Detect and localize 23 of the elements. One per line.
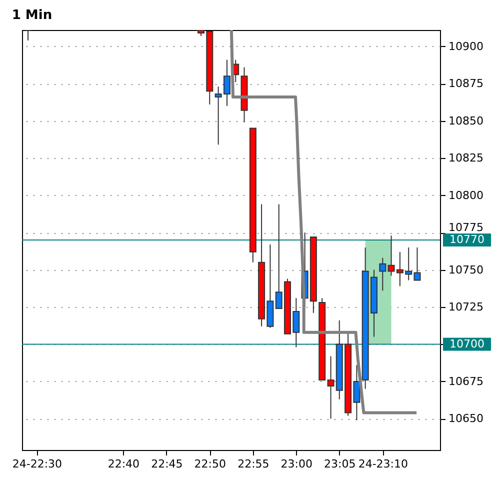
y-tick-label: 10825 xyxy=(448,152,484,165)
y-tick-label: 10725 xyxy=(448,300,484,314)
x-tick-label: 24-23:10 xyxy=(358,458,408,470)
x-tick-label: 22:40 xyxy=(108,458,140,470)
y-tick-label: 10675 xyxy=(448,374,484,388)
chart-title: 1 Min xyxy=(12,8,52,23)
x-tick-label: 22:45 xyxy=(151,458,183,470)
y-tick-label: 10750 xyxy=(448,263,484,276)
x-tick-label: 24-22:30 xyxy=(12,458,62,470)
candlestick xyxy=(379,257,386,292)
y-tick-label: 10775 xyxy=(448,221,484,234)
y-tick-label: 10800 xyxy=(448,188,484,202)
x-tick-label: 23:00 xyxy=(280,458,313,470)
y-tick-label: 10650 xyxy=(448,412,484,426)
x-tick-label: 23:05 xyxy=(324,458,356,470)
x-tick-label: 22:50 xyxy=(194,458,226,470)
y-tick-label: 10900 xyxy=(448,40,484,53)
y-tick-label: 10875 xyxy=(448,77,484,90)
candlestick xyxy=(24,30,32,41)
y-tick-label: 10850 xyxy=(448,114,484,128)
ref-line-label: 10770 xyxy=(450,233,484,246)
x-tick-label: 22:55 xyxy=(238,458,270,470)
ref-line-label: 10700 xyxy=(450,337,484,350)
